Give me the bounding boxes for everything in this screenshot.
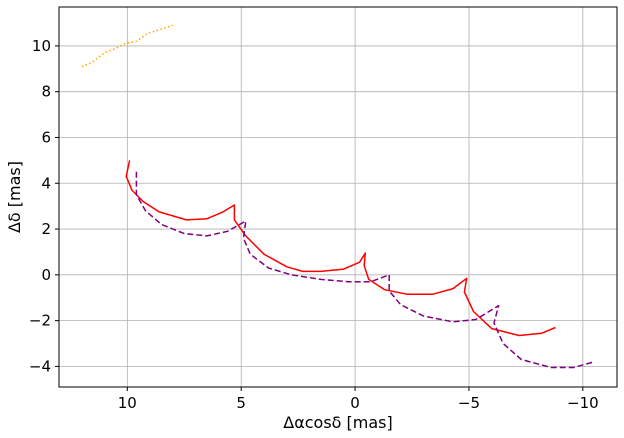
x-tick-label: 10 <box>118 394 137 412</box>
x-tick-label: 0 <box>350 394 360 412</box>
y-tick-label: 2 <box>41 220 51 238</box>
y-tick-label: 8 <box>41 83 51 101</box>
y-tick-label: −2 <box>29 312 51 330</box>
y-tick-label: −4 <box>29 357 51 375</box>
y-tick-label: 0 <box>41 266 51 284</box>
x-axis-label: Δαcosδ [mas] <box>283 413 393 432</box>
x-axis-ticks: 10 5 0 −5 −10 <box>118 387 599 412</box>
y-tick-label: 4 <box>41 174 51 192</box>
series-line-solid <box>126 160 555 335</box>
x-tick-label: −5 <box>458 394 480 412</box>
y-tick-label: 6 <box>41 128 51 146</box>
y-tick-label: 10 <box>32 37 51 55</box>
series-layer <box>82 25 594 367</box>
x-tick-label: 5 <box>236 394 246 412</box>
plot-frame <box>59 7 617 387</box>
x-tick-label: −10 <box>567 394 599 412</box>
y-axis-label: Δδ [mas] <box>5 161 24 233</box>
grid-lines <box>59 7 617 387</box>
y-axis-ticks: −4 −2 0 2 4 6 8 10 <box>29 37 59 375</box>
